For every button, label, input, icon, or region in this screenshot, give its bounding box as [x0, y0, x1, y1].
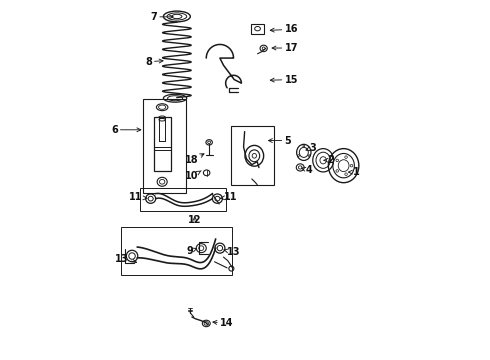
Text: 2: 2	[324, 155, 334, 165]
Text: 17: 17	[272, 43, 298, 53]
Text: 3: 3	[306, 143, 317, 153]
Text: 12: 12	[188, 215, 201, 225]
Bar	[231, 126, 274, 185]
Text: 8: 8	[145, 57, 163, 67]
Text: 5: 5	[269, 136, 291, 145]
Text: 11: 11	[129, 192, 147, 202]
Bar	[251, 24, 264, 34]
Text: 1: 1	[348, 167, 359, 177]
Text: 13: 13	[115, 254, 137, 264]
Text: 16: 16	[270, 24, 298, 35]
Bar	[143, 99, 186, 193]
Bar	[153, 117, 171, 171]
Text: 18: 18	[185, 154, 204, 165]
Text: 14: 14	[213, 319, 233, 328]
Bar	[140, 188, 226, 211]
Text: 13: 13	[224, 247, 241, 257]
Text: 7: 7	[150, 12, 173, 22]
Text: 10: 10	[185, 171, 201, 181]
Text: 15: 15	[270, 75, 298, 85]
Text: 11: 11	[220, 192, 237, 202]
Text: 6: 6	[111, 125, 141, 135]
Text: 9: 9	[186, 246, 196, 256]
Text: 4: 4	[301, 165, 312, 175]
Bar	[122, 226, 232, 275]
